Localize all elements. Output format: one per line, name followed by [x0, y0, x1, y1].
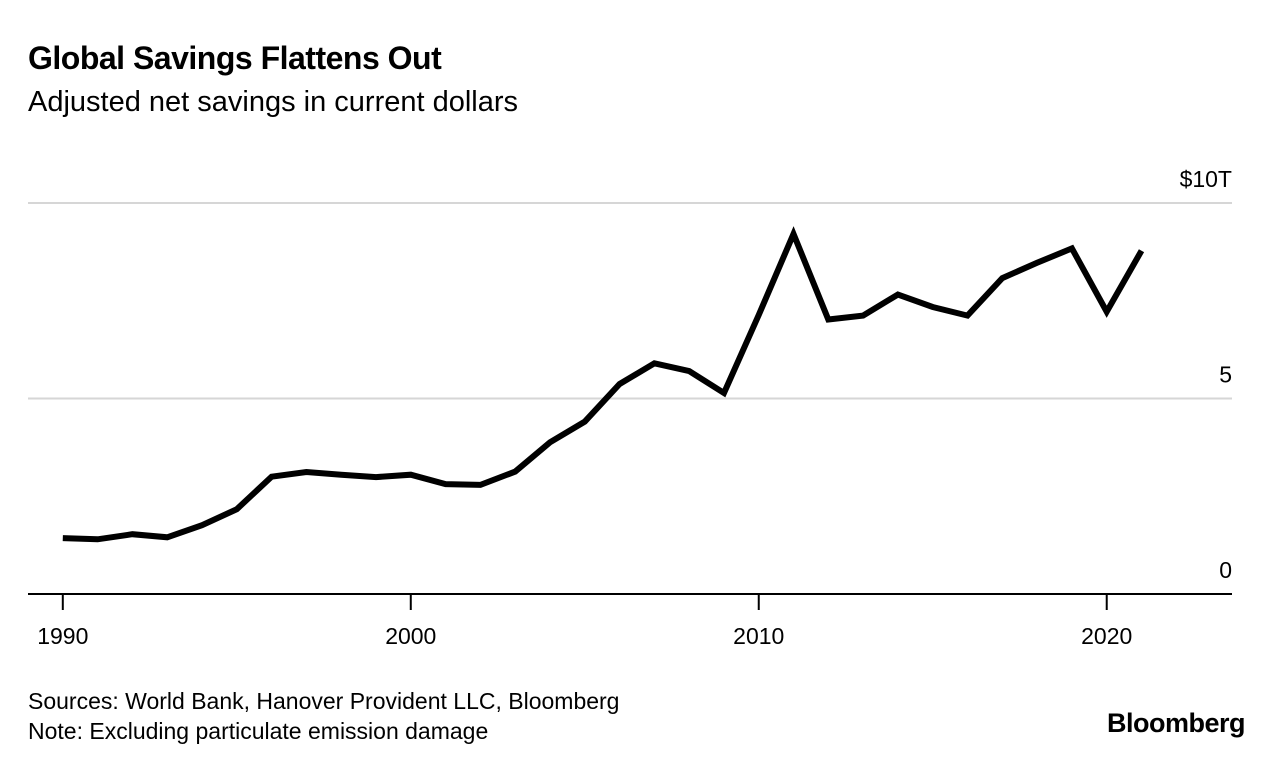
y-tick-label: $10T — [1180, 166, 1232, 192]
y-tick-label: 5 — [1219, 362, 1232, 388]
chart-title: Global Savings Flattens Out — [28, 40, 442, 76]
x-tick-label: 2000 — [385, 623, 436, 649]
chart-subtitle: Adjusted net savings in current dollars — [28, 86, 519, 118]
sources-text: Sources: World Bank, Hanover Provident L… — [28, 688, 620, 714]
note-text: Note: Excluding particulate emission dam… — [28, 718, 489, 744]
x-tick-label: 2010 — [733, 623, 784, 649]
y-tick-label: 0 — [1219, 557, 1232, 583]
x-tick-label: 1990 — [37, 623, 88, 649]
series-line — [62, 226, 1145, 543]
line-chart: 0 5 $10T 1990 2000 2010 2020 — [28, 166, 1232, 649]
bloomberg-logo: Bloomberg — [1106, 708, 1246, 738]
footer-notes: Sources: World Bank, Hanover Provident L… — [28, 686, 619, 746]
x-tick-label: 2020 — [1081, 623, 1132, 649]
